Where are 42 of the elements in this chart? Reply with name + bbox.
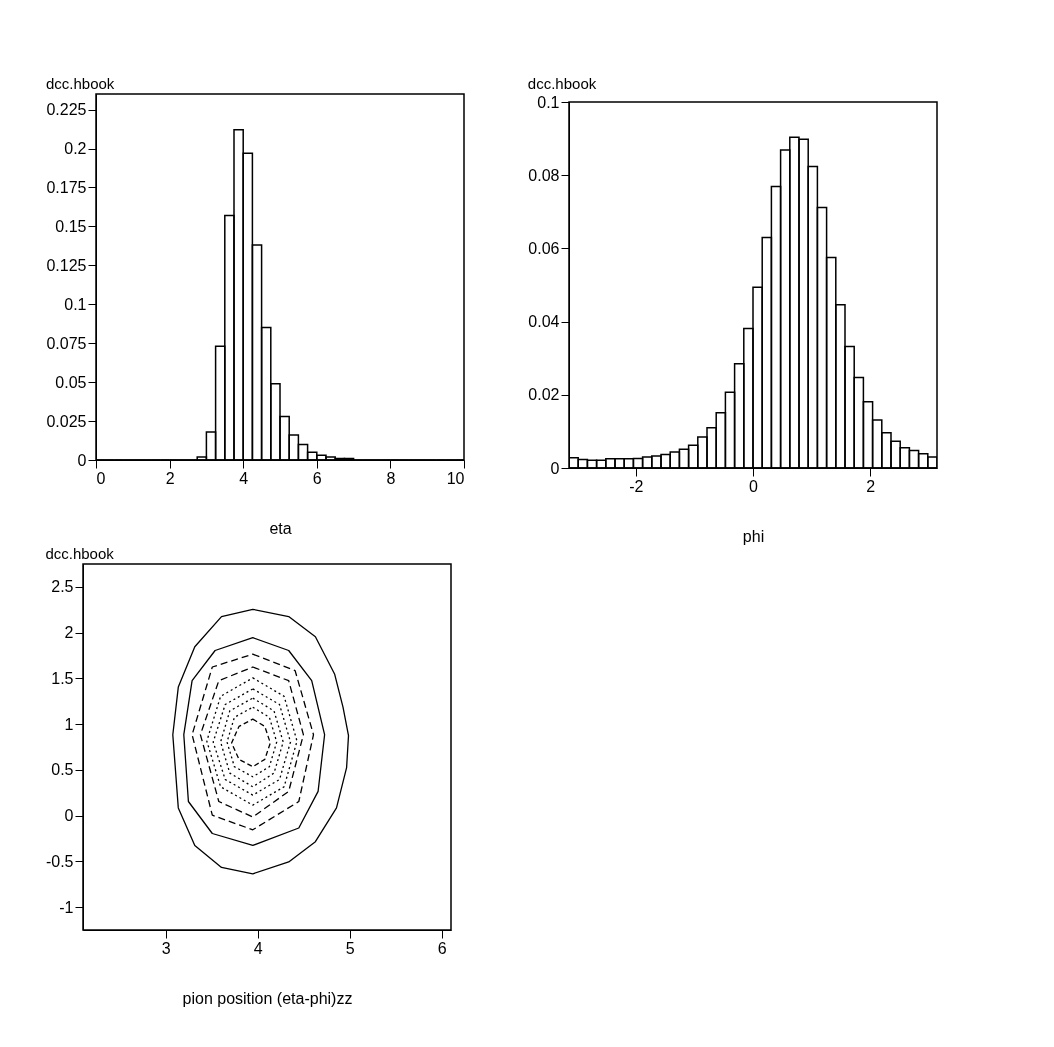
x-tick-label: 4 [253, 939, 263, 957]
y-tick-label: 0.08 [528, 166, 560, 184]
y-tick-label: 0.1 [64, 295, 87, 313]
y-tick-label: 0.06 [528, 239, 560, 257]
x-tick-label: 8 [386, 469, 396, 487]
y-tick-label: 0.15 [55, 217, 87, 235]
x-tick-label: 6 [437, 939, 447, 957]
x-tick-label: 0 [749, 477, 759, 495]
y-tick-label: 0.2 [64, 140, 87, 158]
y-tick-label: -1 [59, 898, 74, 916]
y-tick-label: 0.225 [46, 101, 87, 119]
y-tick-label: 0.075 [46, 334, 87, 352]
y-tick-label: 0.02 [528, 386, 560, 404]
y-tick-label: 1 [64, 715, 74, 733]
y-tick-label: 2 [64, 624, 74, 642]
chart-title: dcc.hbook [527, 75, 597, 92]
y-tick-label: 0 [77, 451, 87, 469]
x-tick-label: 10 [446, 469, 465, 487]
y-tick-label: 0.5 [51, 761, 74, 779]
chart-title: dcc.hbook [45, 75, 115, 92]
y-tick-label: -0.5 [45, 852, 74, 870]
x-tick-label: 6 [312, 469, 322, 487]
x-tick-label: 5 [345, 939, 355, 957]
y-tick-label: 0.175 [46, 178, 87, 196]
x-tick-label: 4 [239, 469, 249, 487]
x-axis-title: eta [269, 519, 292, 537]
x-tick-label: 0 [96, 469, 106, 487]
y-tick-label: 0.05 [55, 373, 87, 391]
x-axis-title: phi [742, 527, 765, 545]
chart-title: dcc.hbook [45, 545, 115, 562]
y-tick-label: 0.125 [46, 256, 87, 274]
y-tick-label: 0 [64, 807, 74, 825]
y-tick-label: 2.5 [51, 578, 74, 596]
x-tick-label: 2 [866, 477, 876, 495]
x-tick-label: 2 [165, 469, 175, 487]
y-tick-label: 1.5 [51, 669, 74, 687]
y-tick-label: 0.025 [46, 412, 87, 430]
x-tick-label: -2 [629, 477, 644, 495]
x-tick-label: 3 [161, 939, 171, 957]
y-tick-label: 0.1 [537, 93, 560, 111]
x-axis-title: pion position (eta-phi)zz [182, 989, 353, 1007]
y-tick-label: 0.04 [528, 313, 560, 331]
